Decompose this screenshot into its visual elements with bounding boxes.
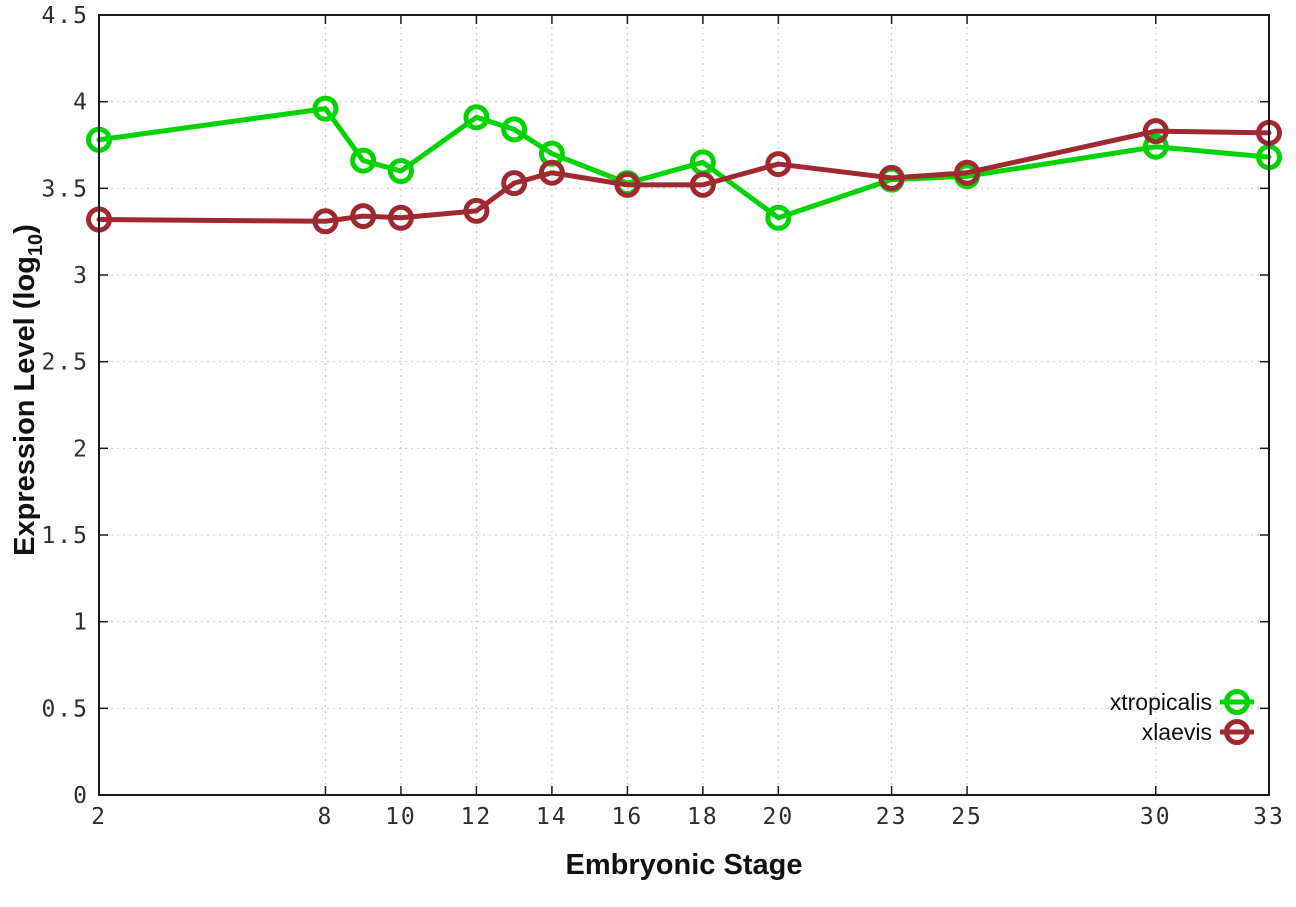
legend-marker-xtropicalis: [1224, 689, 1250, 715]
axes-frame-layer: [98, 14, 1270, 796]
legend: xtropicalis xlaevis: [1110, 689, 1254, 745]
legend-item-xtropicalis: xtropicalis: [1110, 689, 1254, 715]
data-point-xtropicalis-stage-12: [463, 104, 490, 131]
y-tick-label-1.5: 1.5: [41, 523, 89, 549]
data-point-xlaevis-stage-18: [689, 171, 716, 198]
data-point-xlaevis-stage-16: [614, 171, 641, 198]
x-tick-label-16: 16: [612, 804, 644, 830]
data-point-xtropicalis-stage-18: [689, 149, 716, 176]
data-point-xlaevis-stage-20: [765, 151, 792, 178]
y-tick-label-3.5: 3.5: [41, 176, 89, 202]
legend-marker-xlaevis: [1224, 719, 1250, 745]
data-point-xtropicalis-stage-13: [501, 116, 528, 143]
data-point-xlaevis-stage-25: [954, 159, 981, 186]
x-axis-title: Embryonic Stage: [566, 849, 803, 881]
legend-label-xtropicalis: xtropicalis: [1110, 689, 1212, 715]
y-tick-label-2: 2: [73, 436, 89, 462]
x-tick-label-14: 14: [536, 804, 568, 830]
data-point-xlaevis-stage-10: [387, 204, 414, 231]
data-point-xlaevis-stage-14: [538, 159, 565, 186]
y-axis-title-close: ): [9, 224, 41, 234]
x-tick-label-8: 8: [318, 804, 334, 830]
legend-item-xlaevis: xlaevis: [1142, 719, 1254, 745]
y-tick-label-4.5: 4.5: [41, 3, 89, 29]
y-axis-title: Expression Level (log10): [9, 224, 47, 556]
data-point-xlaevis-stage-30: [1142, 118, 1169, 145]
x-tick-label-25: 25: [951, 804, 983, 830]
data-point-xtropicalis-stage-9: [350, 147, 377, 174]
y-axis-title-subscript: 10: [25, 234, 47, 256]
x-tick-label-18: 18: [687, 804, 719, 830]
data-point-xtropicalis-stage-20: [765, 204, 792, 231]
x-tick-label-30: 30: [1140, 804, 1172, 830]
y-tick-label-0.5: 0.5: [41, 696, 89, 722]
y-tick-label-0: 0: [73, 783, 89, 809]
series-line-xtropicalis: [96, 106, 1272, 221]
tick-labels-layer: 2 8 10 12 14 16 18 20 23 25 30 33 0 0.5 1 1.5 2 2.5 3 3.5 4 4…: [41, 3, 1285, 830]
data-point-xtropicalis-stage-8: [312, 95, 339, 122]
x-tick-label-33: 33: [1253, 804, 1285, 830]
data-point-xlaevis-stage-12: [463, 197, 490, 224]
data-point-xlaevis-stage-8: [312, 208, 339, 235]
legend-label-xlaevis: xlaevis: [1142, 719, 1212, 745]
x-tick-label-23: 23: [876, 804, 908, 830]
plot-border: [98, 14, 1270, 796]
data-point-xlaevis-stage-13: [501, 170, 528, 197]
series-layer: [86, 95, 1282, 235]
x-tick-label-20: 20: [763, 804, 795, 830]
y-tick-label-2.5: 2.5: [41, 350, 89, 376]
data-point-xlaevis-stage-9: [350, 203, 377, 230]
data-point-xlaevis-stage-23: [878, 164, 905, 191]
x-tick-label-12: 12: [461, 804, 493, 830]
y-axis-title-main: Expression Level (log: [9, 256, 41, 556]
data-point-xtropicalis-stage-30: [1142, 133, 1169, 160]
y-tick-label-3: 3: [73, 263, 89, 289]
y-tick-label-4: 4: [73, 90, 89, 116]
data-point-xtropicalis-stage-10: [387, 158, 414, 184]
x-tick-label-10: 10: [385, 804, 417, 830]
series-line-xlaevis: [96, 128, 1272, 224]
y-tick-label-1: 1: [73, 610, 89, 636]
x-tick-label-2: 2: [91, 804, 107, 830]
grid-layer: [99, 15, 1269, 795]
